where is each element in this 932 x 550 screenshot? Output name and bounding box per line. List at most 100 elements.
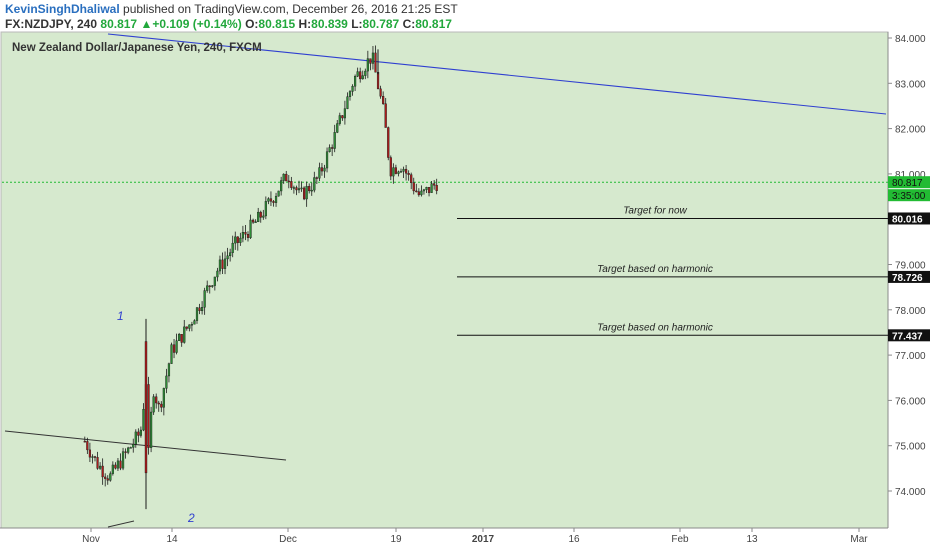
wave-label-1: 1 <box>117 309 124 323</box>
candle-body <box>188 324 191 329</box>
candle-body <box>111 464 114 474</box>
candle-body <box>147 384 150 448</box>
candle-body <box>382 96 385 104</box>
candle-body <box>348 91 352 97</box>
y-tick-label: 76.000 <box>895 396 926 407</box>
candle-body <box>223 258 227 269</box>
chart-header: KevinSinghDhaliwal published on TradingV… <box>0 0 932 32</box>
candle-body <box>259 211 262 218</box>
y-tick-label: 79.000 <box>895 261 926 272</box>
candle-body <box>425 187 428 190</box>
candle-body <box>121 451 125 469</box>
candle-body <box>310 189 313 192</box>
candle-body <box>218 259 222 272</box>
candle-body <box>387 127 390 158</box>
candle-body <box>285 173 288 182</box>
candle-body <box>254 221 257 223</box>
candle-body <box>415 190 418 193</box>
candle-body <box>356 71 359 77</box>
candle-body <box>98 465 102 469</box>
candle-body <box>198 307 201 312</box>
candle-body <box>407 173 410 175</box>
open-value: 80.815 <box>258 17 296 31</box>
candle-body <box>392 167 395 177</box>
candle-body <box>172 344 176 353</box>
y-tick-label: 83.000 <box>895 79 926 90</box>
symbol-label: FX:NZDJPY, 240 <box>5 17 98 31</box>
candle-body <box>246 234 250 238</box>
x-tick-label: 19 <box>390 534 402 545</box>
published-text: published on TradingView.com, December 2… <box>123 2 458 16</box>
candle-body <box>211 285 214 287</box>
candle-body <box>308 186 311 192</box>
candle-body <box>320 167 324 172</box>
y-tick-label: 81.000 <box>895 170 926 181</box>
candle-body <box>287 180 290 183</box>
candle-body <box>221 259 224 269</box>
candle-body <box>142 409 145 431</box>
candle-body <box>226 255 229 260</box>
open-label: O: <box>245 17 259 31</box>
candle-body <box>328 147 331 152</box>
candle-body <box>206 285 209 291</box>
candle-body <box>86 441 89 451</box>
close-value: 80.817 <box>415 17 452 31</box>
candle-body <box>216 270 219 278</box>
ohlc-line: FX:NZDJPY, 240 80.817 ▲+0.109 (+0.14%) O… <box>5 17 452 31</box>
candle-body <box>160 403 163 408</box>
x-tick-label: Feb <box>671 534 689 545</box>
candle-body <box>435 185 438 191</box>
plot-area[interactable] <box>0 31 889 529</box>
candle-body <box>195 307 199 321</box>
candle-body <box>297 188 301 191</box>
candle-body <box>239 237 242 243</box>
candle-body <box>305 186 308 200</box>
candle-body <box>257 211 260 222</box>
target-price-tag <box>888 212 930 225</box>
countdown-tag <box>888 189 930 202</box>
candle-body <box>91 456 94 458</box>
high-value: 80.839 <box>311 17 348 31</box>
candle-body <box>323 167 326 172</box>
resistance-trendline[interactable] <box>107 33 887 115</box>
candle-body <box>249 219 252 238</box>
target-label: Target based on harmonic <box>597 322 713 333</box>
target-label: Target based on harmonic <box>597 264 713 275</box>
author-link[interactable]: KevinSinghDhaliwal <box>5 2 120 16</box>
current-price-tag <box>888 176 930 189</box>
target-label: Target for now <box>623 205 687 216</box>
low-value: 80.787 <box>362 17 400 31</box>
candle-body <box>124 451 127 453</box>
candle-body <box>346 96 349 109</box>
candle-body <box>341 115 344 119</box>
candle-body <box>229 252 232 257</box>
candle-body <box>175 340 178 353</box>
candle-body <box>405 168 408 174</box>
candle-body <box>364 70 367 76</box>
candle-body <box>262 215 265 218</box>
candle-body <box>93 456 97 458</box>
harmonic-leg-line[interactable] <box>107 520 135 528</box>
candle-body <box>433 183 436 186</box>
up-arrow-icon: ▲ <box>140 17 153 31</box>
candle-body <box>200 307 204 312</box>
time-axis[interactable] <box>0 528 932 550</box>
candle-body <box>178 334 181 341</box>
candle-body <box>162 388 165 408</box>
x-tick-label: 13 <box>746 534 758 545</box>
candle-body <box>422 189 426 192</box>
candle-body <box>318 167 321 179</box>
close-label: C: <box>402 17 416 31</box>
candle-body <box>384 103 387 128</box>
candle-body <box>313 177 316 191</box>
x-tick-label: 2017 <box>472 534 495 545</box>
candle-body <box>282 173 285 181</box>
candle-body <box>183 326 186 343</box>
candle-body <box>389 157 392 177</box>
candle-body <box>264 201 267 217</box>
candle-body <box>129 447 132 449</box>
candle-body <box>190 324 193 326</box>
candle-body <box>127 447 130 453</box>
target-price-text: 77.437 <box>892 331 923 342</box>
